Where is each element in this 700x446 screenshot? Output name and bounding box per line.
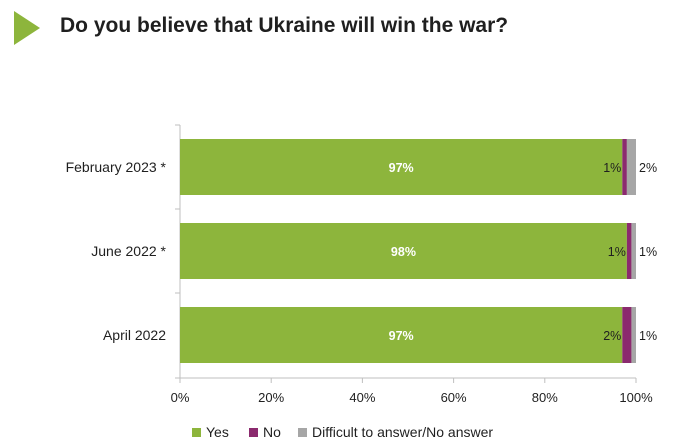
bar-segment-no [622, 307, 632, 363]
x-tick-label: 60% [441, 390, 467, 405]
x-tick-label: 0% [171, 390, 190, 405]
x-tick-label: 20% [258, 390, 284, 405]
bar-segment-difficult-to-answer-no-answer [626, 139, 636, 195]
bar-segment-yes [180, 139, 623, 195]
bar-segment-no [626, 223, 632, 279]
legend-swatch [298, 427, 307, 437]
data-label-difficult: 2% [639, 161, 657, 175]
x-axis-ticks: 0% 20% 40% 60% 80% 100% [171, 124, 653, 405]
bar-segment-yes [180, 307, 623, 363]
legend-item: Yes [192, 424, 229, 440]
category-label: June 2022 * [91, 243, 166, 259]
legend-item: No [249, 424, 281, 440]
bar-segment-no [622, 139, 627, 195]
data-label-difficult: 1% [639, 329, 657, 343]
x-tick-label: 40% [349, 390, 375, 405]
legend-label: No [263, 424, 281, 440]
data-label-no: 1% [603, 161, 621, 175]
bars: 97% 1% 2% 98% 1% 1% 97% 2% 1% [180, 139, 657, 363]
category-label: April 2022 [103, 327, 166, 343]
bar-chart: 0% 20% 40% 60% 80% 100% 97% 1% 2% 98% 1% 1% 97% 2% 1%… [66, 124, 657, 405]
chart-title: Do you believe that Ukraine will win the… [60, 14, 509, 37]
data-label-no: 2% [603, 329, 621, 343]
data-label-yes: 98% [391, 245, 416, 259]
x-tick-label: 100% [619, 390, 653, 405]
bar-segment-difficult-to-answer-no-answer [631, 307, 636, 363]
data-label-yes: 97% [389, 161, 414, 175]
bar-segment-difficult-to-answer-no-answer [631, 223, 636, 279]
legend-item: Difficult to answer/No answer [298, 424, 493, 440]
legend-label: Difficult to answer/No answer [312, 424, 494, 440]
legend: Yes No Difficult to answer/No answer [0, 424, 700, 442]
legend-label: Yes [206, 424, 229, 440]
category-label: February 2023 * [66, 159, 167, 175]
data-label-no: 1% [608, 245, 626, 259]
x-tick-label: 80% [532, 390, 558, 405]
bar-segment-yes [180, 223, 627, 279]
legend-swatch [249, 427, 258, 437]
category-labels: February 2023 * June 2022 * April 2022 [66, 159, 167, 343]
legend-swatch [192, 427, 201, 437]
title-arrow-icon [14, 11, 40, 45]
data-label-difficult: 1% [639, 245, 657, 259]
data-label-yes: 97% [389, 329, 414, 343]
